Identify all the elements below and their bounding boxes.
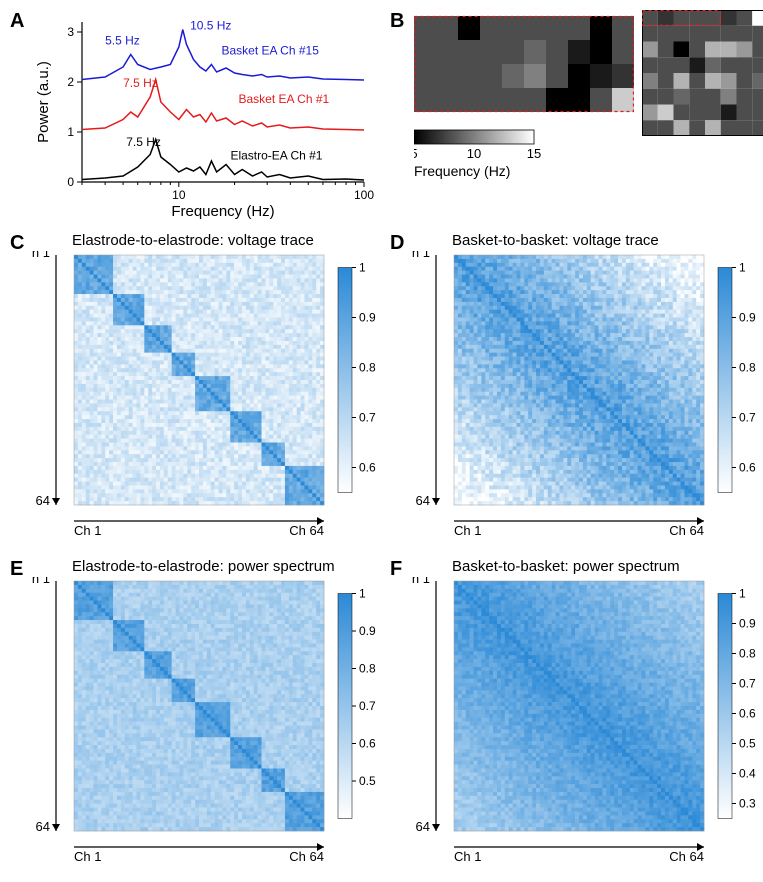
panel-a-chart: 0 1 2 3 10 100 Frequency (Hz) Power (a.u.) 7.5 H… xyxy=(34,10,374,220)
panel-b-right-map xyxy=(642,10,763,140)
panel-c: C Elastrode-to-elastrode: voltage trace … xyxy=(10,232,382,546)
svg-text:0.7: 0.7 xyxy=(359,411,376,425)
svg-text:Frequency (Hz): Frequency (Hz) xyxy=(171,203,274,220)
svg-text:0: 0 xyxy=(67,175,74,189)
svg-text:5.5 Hz: 5.5 Hz xyxy=(105,34,140,48)
svg-text:3: 3 xyxy=(67,25,74,39)
panel-d: D Basket-to-basket: voltage trace Ch 1Ch… xyxy=(390,232,763,546)
svg-text:15: 15 xyxy=(527,146,541,161)
svg-text:Elastro-EA Ch #1: Elastro-EA Ch #1 xyxy=(230,149,322,163)
svg-text:10.5 Hz: 10.5 Hz xyxy=(190,19,231,33)
svg-text:0.9: 0.9 xyxy=(359,311,376,325)
panel-f: F Basket-to-basket: power spectrum Ch 1C… xyxy=(390,558,763,872)
panel-a-label: A xyxy=(10,10,24,32)
svg-text:2: 2 xyxy=(67,75,74,89)
panel-e: E Elastrode-to-elastrode: power spectrum… xyxy=(10,558,382,872)
svg-text:1: 1 xyxy=(67,125,74,139)
panel-b-label: B xyxy=(390,10,404,32)
svg-text:Power (a.u.): Power (a.u.) xyxy=(35,61,52,143)
panel-a: A 0 1 2 3 10 100 Frequency (Hz) Power (a.u.) 7.5… xyxy=(10,10,382,220)
svg-text:Frequency (Hz): Frequency (Hz) xyxy=(414,163,510,179)
svg-text:0.6: 0.6 xyxy=(359,461,376,475)
svg-text:7.5 Hz: 7.5 Hz xyxy=(123,76,158,90)
svg-text:7.5 Hz: 7.5 Hz xyxy=(126,135,161,149)
panel-b-left-map: 5 10 15 Frequency (Hz) xyxy=(414,10,634,210)
svg-text:Basket EA Ch #15: Basket EA Ch #15 xyxy=(221,44,319,58)
svg-text:10: 10 xyxy=(467,146,481,161)
svg-text:0.8: 0.8 xyxy=(359,361,376,375)
svg-text:10: 10 xyxy=(172,188,186,202)
svg-text:5: 5 xyxy=(414,146,418,161)
svg-text:Ch 1: Ch 1 xyxy=(32,251,50,260)
figure-grid: A 0 1 2 3 10 100 Frequency (Hz) Power (a.u.) 7.5… xyxy=(10,10,753,872)
svg-text:Basket EA Ch #1: Basket EA Ch #1 xyxy=(238,92,329,106)
svg-text:1: 1 xyxy=(359,261,366,275)
svg-text:Ch 64: Ch 64 xyxy=(289,523,324,538)
panel-b: B 5 10 15 Frequency (Hz) xyxy=(390,10,763,220)
svg-text:Ch 64: Ch 64 xyxy=(32,493,50,508)
svg-text:100: 100 xyxy=(354,188,374,202)
svg-text:Ch 1: Ch 1 xyxy=(74,523,101,538)
